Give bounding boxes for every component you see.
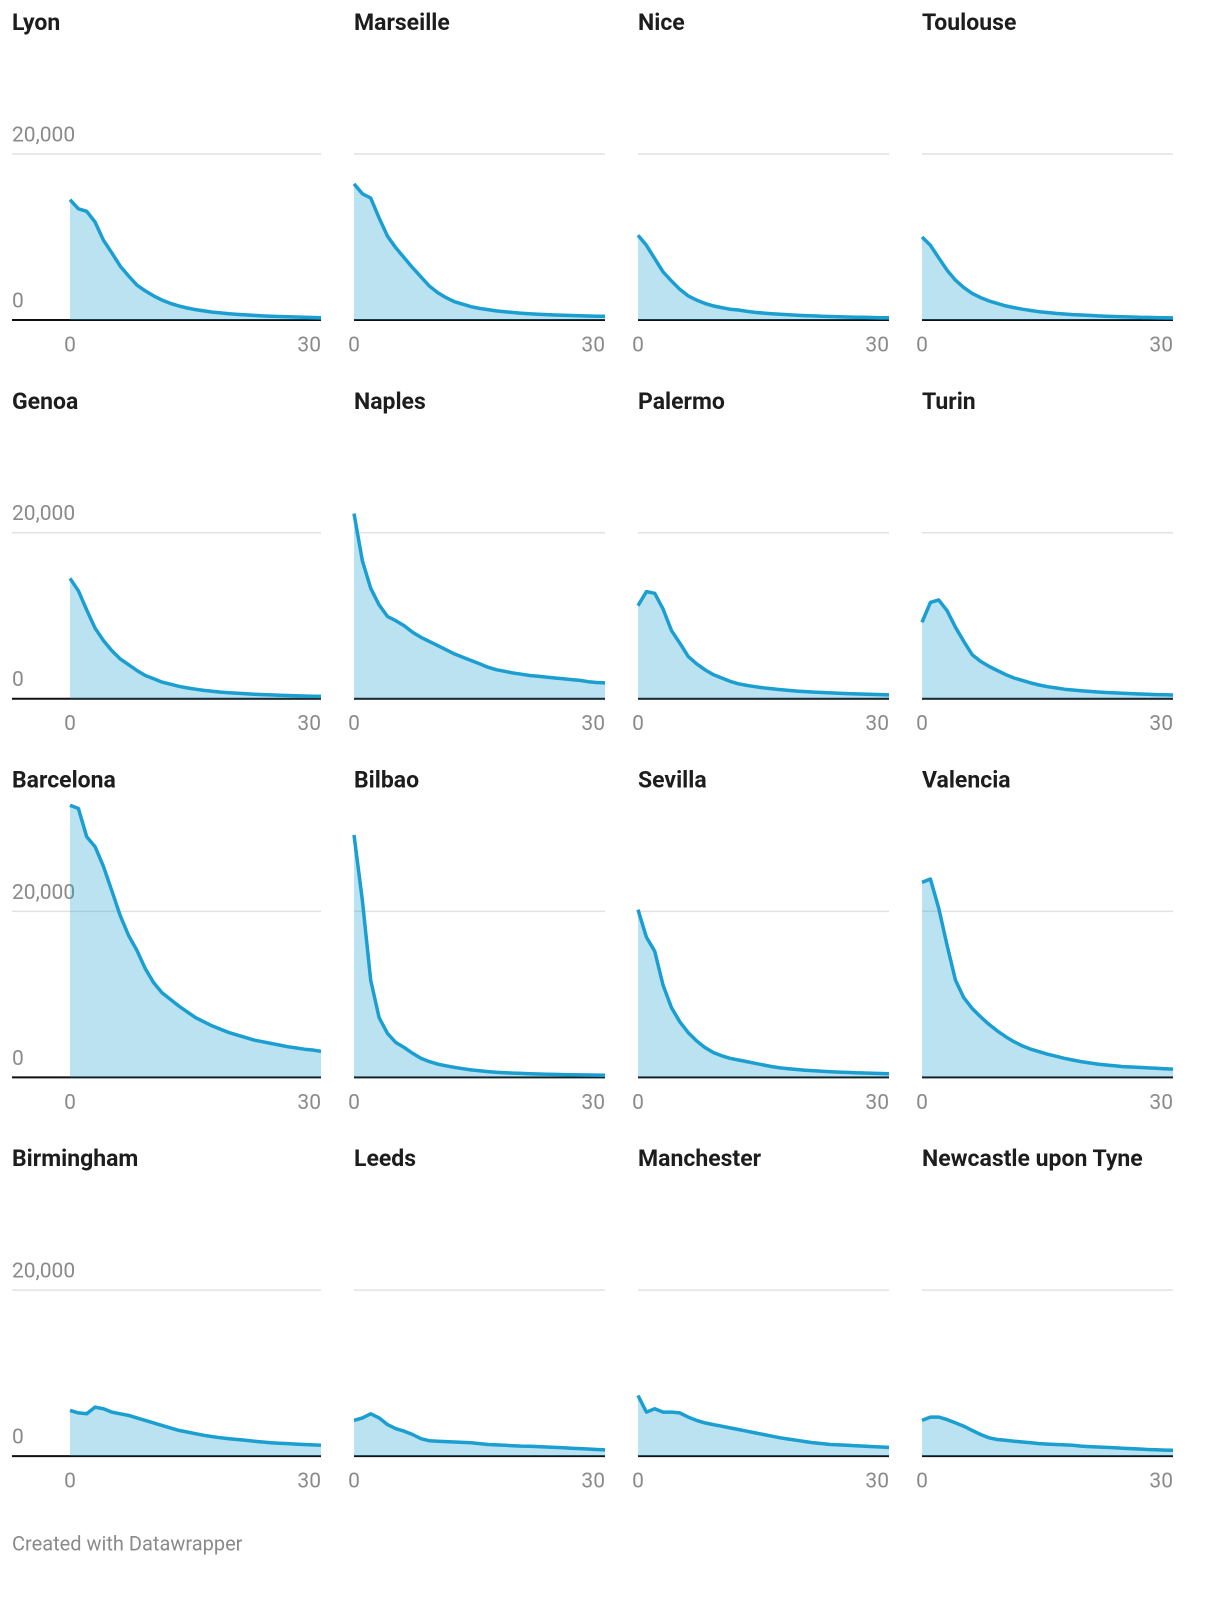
x-tick-label: 0 (348, 334, 360, 358)
line (921, 877, 1174, 1071)
x-tick-label: 0 (64, 1470, 76, 1494)
panel-title: Marseille (354, 9, 450, 36)
area (354, 1413, 605, 1457)
area (638, 1395, 889, 1457)
footer: Created with Datawrapper (12, 1531, 243, 1555)
y-tick-label: 0 (12, 668, 24, 692)
x-tick-label: 0 (916, 1470, 928, 1494)
x-tick-label: 30 (1149, 334, 1173, 358)
area (354, 513, 605, 699)
line (352, 834, 606, 1077)
x-tick-label: 0 (632, 1470, 644, 1494)
line (636, 909, 890, 1076)
x-tick-label: 30 (1149, 1091, 1173, 1115)
y-tick-label: 20,000 (12, 881, 75, 905)
x-tick-label: 30 (1149, 712, 1173, 736)
area (70, 805, 321, 1078)
x-tick-label: 30 (865, 1470, 889, 1494)
x-tick-label: 0 (64, 1091, 76, 1115)
panel-title: Genoa (12, 388, 78, 415)
line (69, 1405, 322, 1448)
x-tick-label: 0 (64, 334, 76, 358)
area (638, 235, 889, 320)
area (638, 591, 889, 699)
area (70, 578, 321, 699)
x-tick-label: 30 (865, 334, 889, 358)
x-tick-label: 0 (632, 334, 644, 358)
line (352, 513, 606, 685)
x-tick-label: 0 (632, 1091, 644, 1115)
x-tick-label: 30 (1149, 1470, 1173, 1494)
y-tick-label: 0 (12, 1047, 24, 1071)
area (922, 1417, 1173, 1457)
panel-title: Leeds (354, 1145, 416, 1172)
area (922, 237, 1173, 320)
x-tick-label: 30 (581, 1470, 605, 1494)
panel-title: Naples (354, 388, 426, 415)
panel-title: Lyon (12, 9, 60, 36)
x-tick-label: 0 (348, 1091, 360, 1115)
x-tick-label: 30 (581, 334, 605, 358)
line (353, 1412, 606, 1452)
x-tick-label: 0 (348, 712, 360, 736)
x-tick-label: 0 (916, 1091, 928, 1115)
y-tick-label: 0 (12, 290, 24, 314)
panel-title: Palermo (638, 388, 725, 415)
x-tick-label: 30 (865, 1091, 889, 1115)
x-tick-label: 30 (581, 712, 605, 736)
line (352, 182, 606, 319)
panel-title: Manchester (638, 1145, 762, 1172)
area (70, 1407, 321, 1457)
panel-title: Birmingham (12, 1145, 138, 1172)
line (636, 589, 890, 697)
y-tick-label: 0 (12, 1426, 24, 1450)
line (636, 234, 890, 320)
panel-title: Nice (638, 9, 685, 36)
line (920, 235, 1174, 320)
panel-title: Barcelona (12, 766, 116, 793)
panel-title: Toulouse (922, 9, 1016, 36)
x-tick-label: 30 (581, 1091, 605, 1115)
line (68, 198, 322, 320)
area (922, 879, 1173, 1078)
area (70, 199, 321, 320)
panel-title: Valencia (922, 766, 1011, 793)
x-tick-label: 30 (865, 712, 889, 736)
area (354, 183, 605, 320)
panel-title: Sevilla (638, 766, 707, 793)
y-tick-label: 20,000 (12, 1260, 75, 1284)
y-tick-label: 20,000 (12, 124, 75, 148)
area (638, 909, 889, 1078)
x-tick-label: 0 (64, 712, 76, 736)
x-tick-label: 0 (916, 712, 928, 736)
line (69, 803, 322, 1054)
line (920, 598, 1174, 697)
x-tick-label: 0 (916, 334, 928, 358)
x-tick-label: 30 (297, 712, 321, 736)
line (68, 577, 322, 699)
x-tick-label: 30 (297, 334, 321, 358)
panel-title: Bilbao (354, 766, 419, 793)
y-tick-label: 20,000 (12, 502, 75, 526)
panel-title: Newcastle upon Tyne (922, 1145, 1143, 1172)
area (354, 835, 605, 1078)
area (922, 599, 1173, 699)
x-tick-label: 30 (297, 1091, 321, 1115)
x-tick-label: 0 (348, 1470, 360, 1494)
x-tick-label: 30 (297, 1470, 321, 1494)
panel-title: Turin (922, 388, 976, 415)
x-tick-label: 0 (632, 712, 644, 736)
line (636, 1394, 890, 1450)
line (921, 1415, 1174, 1453)
